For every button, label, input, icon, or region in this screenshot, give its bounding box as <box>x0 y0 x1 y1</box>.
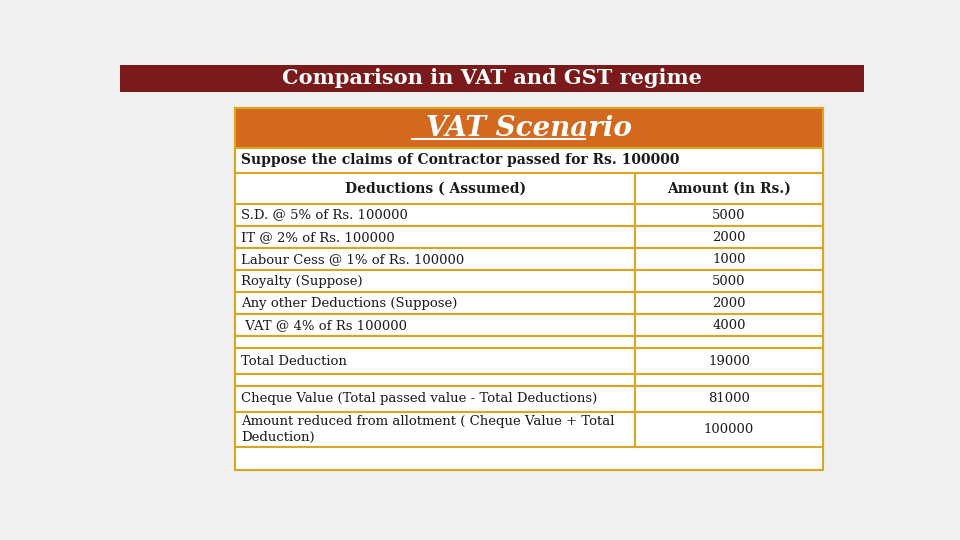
Text: IT @ 2% of Rs. 100000: IT @ 2% of Rs. 100000 <box>241 231 395 244</box>
Text: 2000: 2000 <box>712 231 746 244</box>
FancyBboxPatch shape <box>235 314 823 336</box>
Text: Total Deduction: Total Deduction <box>241 355 348 368</box>
Text: Suppose the claims of Contractor passed for Rs. 100000: Suppose the claims of Contractor passed … <box>241 153 680 167</box>
FancyBboxPatch shape <box>235 226 823 248</box>
Text: Amount reduced from allotment ( Cheque Value + Total
Deduction): Amount reduced from allotment ( Cheque V… <box>241 415 614 444</box>
FancyBboxPatch shape <box>235 348 823 374</box>
FancyBboxPatch shape <box>235 204 823 226</box>
FancyBboxPatch shape <box>235 109 823 148</box>
Text: VAT Scenario: VAT Scenario <box>426 114 632 141</box>
Text: Labour Cess @ 1% of Rs. 100000: Labour Cess @ 1% of Rs. 100000 <box>241 253 465 266</box>
Text: Amount (in Rs.): Amount (in Rs.) <box>667 181 791 195</box>
Text: S.D. @ 5% of Rs. 100000: S.D. @ 5% of Rs. 100000 <box>241 208 408 221</box>
Text: 100000: 100000 <box>704 423 755 436</box>
FancyBboxPatch shape <box>235 109 823 470</box>
Text: Deductions ( Assumed): Deductions ( Assumed) <box>345 181 526 195</box>
FancyBboxPatch shape <box>235 386 823 412</box>
FancyBboxPatch shape <box>120 65 864 92</box>
FancyBboxPatch shape <box>235 248 823 270</box>
FancyBboxPatch shape <box>235 270 823 292</box>
FancyBboxPatch shape <box>235 148 823 173</box>
Text: VAT @ 4% of Rs 100000: VAT @ 4% of Rs 100000 <box>241 319 407 332</box>
Text: 81000: 81000 <box>708 393 750 406</box>
FancyBboxPatch shape <box>235 173 823 204</box>
FancyBboxPatch shape <box>235 374 823 386</box>
Text: Any other Deductions (Suppose): Any other Deductions (Suppose) <box>241 297 458 310</box>
Text: 1000: 1000 <box>712 253 746 266</box>
Text: 19000: 19000 <box>708 355 750 368</box>
FancyBboxPatch shape <box>235 336 823 348</box>
FancyBboxPatch shape <box>235 412 823 447</box>
Text: 5000: 5000 <box>712 275 746 288</box>
Text: Royalty (Suppose): Royalty (Suppose) <box>241 275 363 288</box>
Text: Cheque Value (Total passed value - Total Deductions): Cheque Value (Total passed value - Total… <box>241 393 597 406</box>
Text: 5000: 5000 <box>712 208 746 221</box>
Text: Comparison in VAT and GST regime: Comparison in VAT and GST regime <box>282 69 702 89</box>
FancyBboxPatch shape <box>235 292 823 314</box>
Text: 2000: 2000 <box>712 297 746 310</box>
Text: 4000: 4000 <box>712 319 746 332</box>
